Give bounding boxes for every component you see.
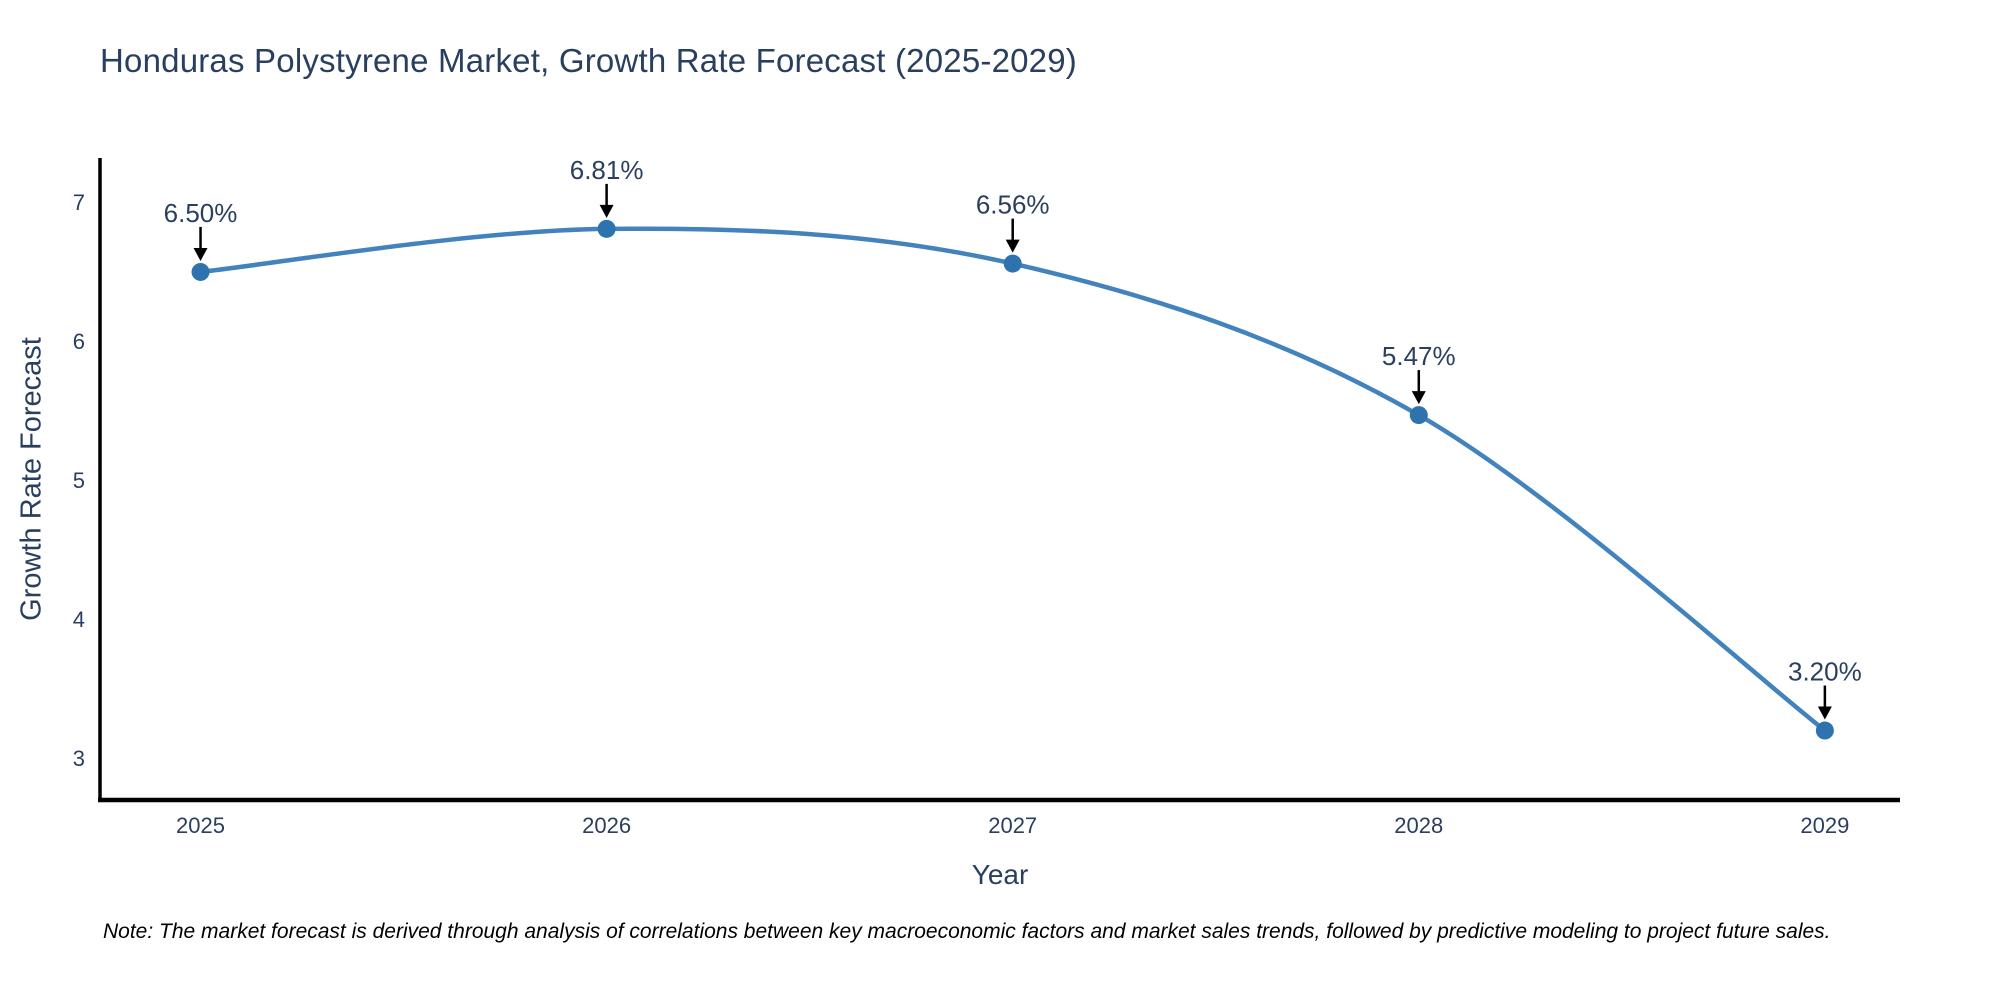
x-tick-label: 2027 xyxy=(988,813,1037,838)
y-tick-label: 4 xyxy=(73,607,85,632)
annotation-arrow-head xyxy=(599,204,614,218)
y-tick-label: 3 xyxy=(73,746,85,771)
data-point-marker xyxy=(1003,254,1022,273)
footnote: Note: The market forecast is derived thr… xyxy=(103,920,1831,943)
x-axis-title: Year xyxy=(971,859,1029,890)
data-point-marker xyxy=(1815,721,1834,740)
annotation-label: 6.56% xyxy=(976,190,1050,220)
y-tick-label: 6 xyxy=(73,329,85,354)
x-tick-label: 2026 xyxy=(582,813,631,838)
annotation-arrow-head xyxy=(1411,391,1426,405)
annotation-label: 6.50% xyxy=(164,198,238,228)
x-tick-label: 2028 xyxy=(1394,813,1443,838)
data-point-marker xyxy=(1409,406,1428,425)
annotation-arrow-head xyxy=(1005,239,1020,253)
annotation-label: 5.47% xyxy=(1382,341,1456,371)
forecast-line xyxy=(198,226,1828,733)
y-axis-title: Growth Rate Forecast xyxy=(15,337,48,621)
y-tick-label: 5 xyxy=(73,468,85,493)
annotation-arrow-head xyxy=(1817,706,1832,720)
annotation-arrow-head xyxy=(193,247,208,261)
annotation-label: 3.20% xyxy=(1788,657,1862,687)
x-tick-label: 2025 xyxy=(176,813,225,838)
data-point-marker xyxy=(191,262,210,281)
annotation-label: 6.81% xyxy=(570,155,644,185)
chart-title: Honduras Polystyrene Market, Growth Rate… xyxy=(100,42,1077,79)
x-tick-label: 2029 xyxy=(1800,813,1849,838)
data-point-marker xyxy=(597,219,616,238)
y-tick-label: 7 xyxy=(73,190,85,215)
